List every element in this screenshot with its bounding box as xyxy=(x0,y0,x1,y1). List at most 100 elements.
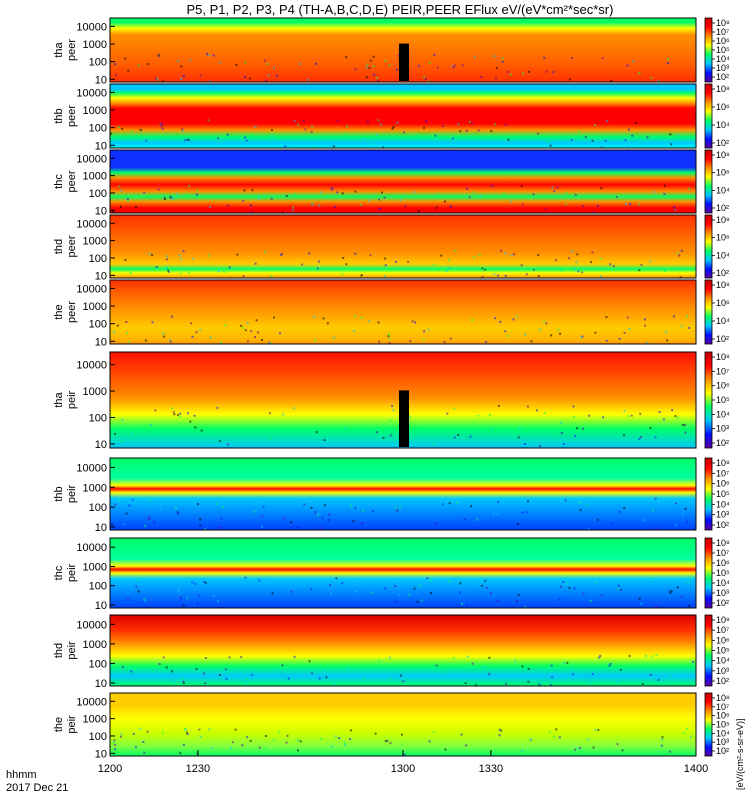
panel-frame xyxy=(109,279,697,345)
colorbar-tick-label: 10⁶ xyxy=(716,635,730,645)
y-tick-label: 10 xyxy=(95,748,107,760)
y-tick-label: 10000 xyxy=(76,87,107,99)
panel-frame xyxy=(109,83,697,149)
y-tick-label: 1000 xyxy=(83,39,107,51)
colorbar-tick-label: 10³ xyxy=(716,737,729,747)
y-axis-label-probe: tha xyxy=(53,391,65,407)
colorbar-tick-label: 10³ xyxy=(716,63,729,73)
colorbar xyxy=(704,537,713,609)
colorbar-tick-label: 10² xyxy=(716,334,729,344)
colorbar-tick-label: 10² xyxy=(716,520,729,530)
colorbar-tick-label: 10⁵ xyxy=(716,395,730,405)
colorbar-unit-label: [eV/(cm²-s-sr-eV)] xyxy=(735,719,745,791)
colorbar-tick-label: 10⁶ xyxy=(716,102,730,112)
colorbar-tick-label: 10⁴ xyxy=(716,120,730,130)
colorbar-tick-label: 10⁴ xyxy=(716,409,730,419)
colorbar xyxy=(704,83,713,149)
y-tick-label: 10 xyxy=(95,270,107,282)
colorbar-tick-label: 10⁷ xyxy=(716,548,729,558)
colorbar-tick-label: 10⁷ xyxy=(716,625,729,635)
y-tick-label: 10 xyxy=(95,678,107,690)
y-tick-label: 10000 xyxy=(76,462,107,474)
spectrogram-fill xyxy=(110,615,696,686)
colorbar-tick-label: 10⁸ xyxy=(716,693,730,703)
spectrogram-fill xyxy=(110,280,696,344)
y-tick-label: 10 xyxy=(95,600,107,612)
colorbar-tick-label: 10⁵ xyxy=(716,45,730,55)
colorbar xyxy=(704,457,713,531)
colorbar-tick-label: 10² xyxy=(716,746,729,756)
y-axis-label-probe: the xyxy=(53,304,65,319)
colorbar-tick-label: 10⁵ xyxy=(716,568,730,578)
colorbar-tick-label: 10⁴ xyxy=(716,250,730,260)
panel-thc-peer: 10000 1000 100 10 thc peer 10⁸ 10⁶ 10⁴ 10² xyxy=(53,149,730,217)
date-label: 2017 Dec 21 xyxy=(6,782,68,794)
y-tick-label: 100 xyxy=(89,253,107,265)
colorbar-tick-label: 10² xyxy=(716,676,729,686)
y-tick-label: 10000 xyxy=(76,218,107,230)
data-gap xyxy=(399,390,409,447)
spectrogram-fill xyxy=(110,215,696,278)
panel-tha-peir: 10000 1000 100 10 tha peir 10⁸ 10⁷ 10⁶ 10⁵ 10⁴ 10³ 1… xyxy=(53,351,730,451)
colorbar-tick-label: 10⁶ xyxy=(716,233,730,243)
spectrogram-fill xyxy=(110,150,696,213)
colorbar xyxy=(704,149,713,214)
panel-thb-peer: 10000 1000 100 10 thb peer 10⁸ 10⁶ 10⁴ 10² xyxy=(53,83,730,152)
y-tick-label: 100 xyxy=(89,188,107,200)
y-tick-label: 100 xyxy=(89,731,107,743)
colorbar xyxy=(704,279,713,345)
y-tick-label: 100 xyxy=(89,658,107,670)
spectrogram-fill xyxy=(110,84,696,148)
colorbar-tick-label: 10⁴ xyxy=(716,728,730,738)
colorbar-tick-label: 10⁵ xyxy=(716,720,730,730)
panel-frame xyxy=(109,351,697,449)
y-tick-label: 10 xyxy=(95,205,107,217)
spectrogram-noise xyxy=(114,53,670,83)
colorbar-tick-label: 10² xyxy=(716,138,729,148)
spectrogram-fill xyxy=(110,458,696,530)
spectrogram-noise xyxy=(124,249,683,279)
y-tick-label: 10000 xyxy=(76,542,107,554)
colorbar-tick-label: 10⁷ xyxy=(716,27,729,37)
y-axis-label-probe: thb xyxy=(53,108,65,123)
y-axis-label-probe: thd xyxy=(53,643,65,658)
colorbar-tick-label: 10² xyxy=(716,203,729,213)
y-tick-label: 100 xyxy=(89,412,107,424)
colorbar-tick-label: 10³ xyxy=(716,666,729,676)
y-tick-label: 10 xyxy=(95,439,107,451)
x-tick-label: 1330 xyxy=(479,763,503,775)
y-tick-label: 10 xyxy=(95,522,107,534)
y-axis-label-species: peir xyxy=(66,641,78,660)
colorbar-tick-label: 10⁴ xyxy=(716,316,730,326)
y-tick-label: 10000 xyxy=(76,360,107,372)
y-axis-label-species: peer xyxy=(66,301,78,323)
colorbar-tick-label: 10² xyxy=(716,598,729,608)
y-tick-label: 1000 xyxy=(83,386,107,398)
colorbar-tick-label: 10⁸ xyxy=(716,215,730,225)
colorbar-tick-label: 10⁸ xyxy=(716,615,730,625)
spectrogram-noise xyxy=(110,119,680,149)
y-axis-label-probe: thb xyxy=(53,486,65,501)
spectrogram-noise xyxy=(127,576,692,609)
y-tick-label: 10 xyxy=(95,336,107,348)
x-tick-label: 1200 xyxy=(98,763,122,775)
colorbar-tick-label: 10² xyxy=(716,438,729,448)
colorbar-tick-label: 10⁶ xyxy=(716,711,730,721)
colorbar-tick-label: 10⁴ xyxy=(716,54,730,64)
spectrogram-noise xyxy=(110,184,690,214)
colorbar-tick-label: 10⁶ xyxy=(716,381,730,391)
y-tick-label: 10000 xyxy=(76,696,107,708)
x-tick-label: 1300 xyxy=(391,763,415,775)
colorbar xyxy=(704,351,713,449)
spectrogram-noise xyxy=(114,404,687,448)
colorbar-tick-label: 10⁸ xyxy=(716,538,730,548)
panel-frame xyxy=(109,149,697,214)
colorbar xyxy=(704,692,713,757)
panel-frame xyxy=(109,17,697,83)
y-tick-label: 10000 xyxy=(76,21,107,33)
y-tick-label: 10 xyxy=(95,74,107,86)
y-axis-label-probe: thc xyxy=(53,174,65,189)
colorbar xyxy=(704,614,713,687)
